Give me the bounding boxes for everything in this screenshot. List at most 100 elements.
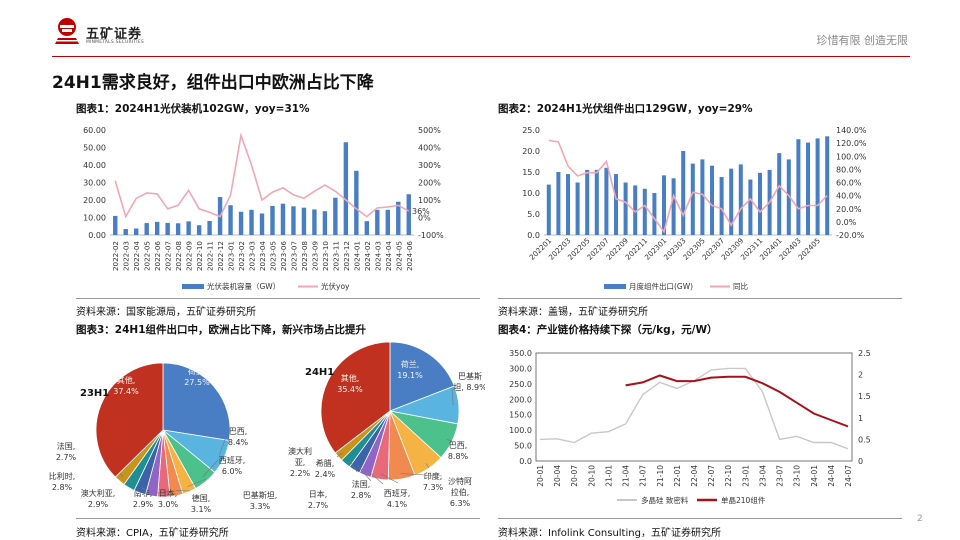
x-tick-label: 2022-10 xyxy=(195,241,204,271)
pie-slice-label: 拉伯, xyxy=(451,487,470,497)
x-tick-label: 2022-03 xyxy=(122,241,131,271)
slogan: 珍惜有限 创造无限 xyxy=(816,34,909,47)
annotation-label: 36% xyxy=(412,207,430,216)
y-right-tick-label: 200% xyxy=(418,179,441,188)
bar xyxy=(301,207,307,235)
pie-slice-label: 27.5% xyxy=(184,378,210,387)
y-right-tick-label: 40.0% xyxy=(836,192,862,201)
bar xyxy=(385,209,390,235)
pie-slice-label: 法国, xyxy=(57,441,76,451)
x-tick-label: 2023-07 xyxy=(289,241,298,271)
x-tick-label: 24-07 xyxy=(844,465,853,487)
pie-slice-label: 8.4% xyxy=(228,438,249,447)
x-tick-label: 2023-08 xyxy=(300,241,309,271)
brand-name: 五矿证券 xyxy=(86,27,143,42)
x-tick-label: 2023-06 xyxy=(279,241,288,271)
bar xyxy=(661,175,667,235)
pie-leader-line xyxy=(202,459,219,478)
x-tick-label: 2023-10 xyxy=(321,241,330,271)
x-tick-label: 2023-03 xyxy=(248,241,257,271)
bar xyxy=(196,225,202,235)
pie-slice-label: 巴基斯坦, xyxy=(243,490,278,500)
x-tick-label: 2022-04 xyxy=(132,241,141,271)
pie-slice-label: 坦, 8.9% xyxy=(453,383,485,392)
bar xyxy=(652,193,657,235)
y-left-tick-label: 50.00 xyxy=(83,144,106,153)
pie-slice-label: 法国, xyxy=(352,479,371,489)
series-line xyxy=(625,374,849,428)
chart3-source: 资料来源：CPIA，五矿证券研究所 xyxy=(76,528,229,539)
bar xyxy=(249,209,254,235)
pie-slice-label: 日本, xyxy=(159,488,178,498)
y-right-tick-label: 100.0% xyxy=(836,152,867,161)
pie-slice-label: 19.1% xyxy=(397,371,423,380)
chart2-title: 图表2：2024H1光伏组件出口129GW，yoy=29% xyxy=(498,103,753,115)
x-tick-label: 23-01 xyxy=(741,465,750,487)
pie-slice xyxy=(389,341,455,412)
pie-slice-label: 3.1% xyxy=(191,505,212,514)
x-tick-label: 2023-11 xyxy=(331,241,340,271)
series-line xyxy=(114,132,410,219)
chart3-svg: 荷兰, 27.5% 巴西, 8.4% 西班牙, 6.0% 巴基斯坦, 3.3% 德国, 3.1% 日… xyxy=(49,341,485,514)
chart2-svg: 0.0 5.0 10.0 15.0 20.0 25.0 -20.0% 0.0% 20.0% 40.… xyxy=(522,126,867,291)
x-tick-label: 2022-12 xyxy=(216,241,225,271)
x-tick-label: 2024-01 xyxy=(352,241,361,271)
x-tick-label: 21-04 xyxy=(622,465,631,487)
bar xyxy=(623,182,628,235)
chart1-svg: 0.00 10.00 20.00 30.00 40.00 50.00 60.00 -100% 0… xyxy=(83,126,444,291)
x-tick-label: 24-04 xyxy=(827,465,836,487)
x-tick-label: 2024-05 xyxy=(394,241,403,271)
chart3-title: 图表3：24H1组件出口中，欧洲占比下降，新兴市场占比提升 xyxy=(76,324,367,336)
bar xyxy=(354,170,359,235)
pie-leader-line xyxy=(366,469,384,485)
pie-slice-label: 荷兰, xyxy=(188,366,207,376)
y-right-tick-label: 120.0% xyxy=(836,139,867,148)
x-tick-label: 22-10 xyxy=(724,465,733,487)
bar xyxy=(333,197,338,235)
pie-slice-label: 4.1% xyxy=(387,500,408,509)
pie-leader-line xyxy=(175,490,191,492)
pie-slice-label: 其他, xyxy=(117,375,136,385)
pie-leader-line xyxy=(425,463,430,469)
bar xyxy=(709,165,715,235)
pie-slice-label: 6.0% xyxy=(222,467,243,476)
brand-logo xyxy=(52,16,82,46)
y-right-tick-label: 2.5 xyxy=(858,349,871,358)
x-tick-label: 22-07 xyxy=(707,465,716,487)
bar xyxy=(719,177,724,235)
bar xyxy=(738,164,743,235)
pie-slice-label: 荷兰, xyxy=(401,359,420,369)
bar xyxy=(259,213,265,235)
bar xyxy=(207,221,212,235)
bar xyxy=(291,206,296,235)
pie-slice-label: 比利时, xyxy=(49,471,76,481)
y-left-tick-label: 0.00 xyxy=(88,231,106,240)
x-tick-label: 2023-02 xyxy=(237,241,246,271)
chart1-title: 图表1：2024H1光伏装机102GW，yoy=31% xyxy=(76,103,310,115)
pie-slice-label: 35.4% xyxy=(337,385,363,394)
pie-slice-label: 澳大利 xyxy=(288,446,312,456)
y-left-tick-label: 200.0 xyxy=(509,395,532,404)
pie-leader-line xyxy=(400,473,443,477)
legend-label: 光伏yoy xyxy=(321,281,350,291)
x-tick-label: 2024-06 xyxy=(405,241,414,271)
x-tick-label: 2023-05 xyxy=(268,241,277,271)
bar xyxy=(633,185,638,235)
y-left-tick-label: 0.0 xyxy=(519,457,532,466)
x-tick-label: 2022-11 xyxy=(206,241,215,271)
x-tick-label: 22-04 xyxy=(690,465,699,487)
chart3-separator xyxy=(76,518,480,519)
y-left-tick-label: 5.0 xyxy=(527,210,540,219)
bar xyxy=(280,203,286,235)
bar xyxy=(322,211,328,235)
y-right-tick-label: 140.0% xyxy=(836,126,867,135)
bar xyxy=(825,136,830,235)
pie-slice-label: 6.3% xyxy=(450,499,471,508)
y-right-tick-label: 20.0% xyxy=(836,205,862,214)
bar xyxy=(343,142,349,235)
y-right-tick-label: 500% xyxy=(418,126,441,135)
chart2-source: 资料来源：盖锡，五矿证券研究所 xyxy=(498,307,648,318)
x-tick-label: 20-01 xyxy=(536,465,545,487)
pie-leader-line xyxy=(348,459,358,473)
chart4-separator xyxy=(498,518,902,519)
